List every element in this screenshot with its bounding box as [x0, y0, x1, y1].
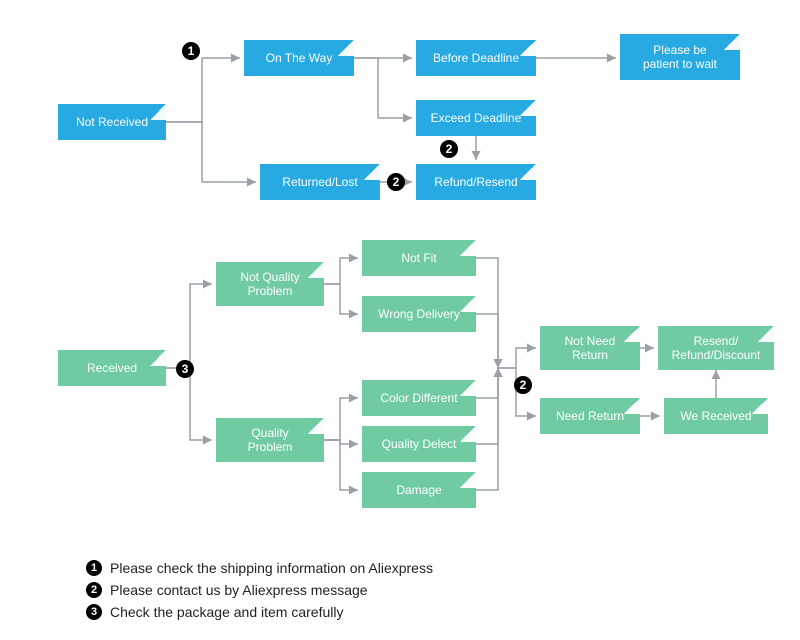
node-please_wait: Please bepatient to wait — [620, 34, 740, 80]
edge-color_diff-bus — [476, 368, 498, 398]
edge-received-not_qp — [166, 284, 212, 368]
node-quality_delect: Quality Delect — [362, 426, 476, 462]
node-need_return: Need Return — [540, 398, 640, 434]
node-wrong_delivery: Wrong Delivery — [362, 296, 476, 332]
node-not_fit: Not Fit — [362, 240, 476, 276]
edge-qp-color_diff — [324, 398, 358, 440]
node-returned_lost: Returned/Lost — [260, 164, 380, 200]
legend-badge-2: 2 — [86, 582, 102, 598]
node-before_deadline: Before Deadline — [416, 40, 536, 76]
edge-wrong_delivery-bus — [476, 314, 498, 368]
legend-text: Please check the shipping information on… — [110, 560, 433, 576]
edge-damage-bus — [476, 368, 498, 490]
legend-badge-3: 3 — [86, 604, 102, 620]
edge-not_received-on_the_way — [166, 58, 240, 122]
edge-not_qp-not_fit — [324, 258, 358, 284]
edge-on_the_way-exceed_deadline — [354, 58, 412, 118]
badge-1: 1 — [182, 42, 200, 60]
node-resend_refund: Resend/Refund/Discount — [658, 326, 774, 370]
node-not_qp: Not QualityProblem — [216, 262, 324, 306]
node-qp: QualityProblem — [216, 418, 324, 462]
node-damage: Damage — [362, 472, 476, 508]
edge-qp-damage — [324, 440, 358, 490]
node-refund_resend: Refund/Resend — [416, 164, 536, 200]
node-exceed_deadline: Exceed Deadline — [416, 100, 536, 136]
legend-item-2: 2 Please contact us by Aliexpress message — [86, 582, 433, 598]
node-color_diff: Color Different — [362, 380, 476, 416]
legend-text: Check the package and item carefully — [110, 604, 343, 620]
node-received: Received — [58, 350, 166, 386]
edge-not_qp-wrong_delivery — [324, 284, 358, 314]
edge-received-qp — [166, 368, 212, 440]
edge-bus-not_need_return — [498, 348, 536, 368]
node-not_received: Not Received — [58, 104, 166, 140]
node-not_need_return: Not NeedReturn — [540, 326, 640, 370]
badge-2: 2 — [387, 173, 405, 191]
legend-item-1: 1 Please check the shipping information o… — [86, 560, 433, 576]
badge-3: 3 — [176, 360, 194, 378]
legend-text: Please contact us by Aliexpress message — [110, 582, 368, 598]
badge-2: 2 — [514, 376, 532, 394]
node-on_the_way: On The Way — [244, 40, 354, 76]
node-we_received: We Received — [664, 398, 768, 434]
edge-not_fit-bus — [476, 258, 498, 368]
legend: 1 Please check the shipping information o… — [86, 560, 433, 626]
edge-qp-quality_delect — [324, 440, 358, 444]
badge-2: 2 — [440, 140, 458, 158]
edge-not_received-returned_lost — [166, 122, 256, 182]
legend-badge-1: 1 — [86, 560, 102, 576]
legend-item-3: 3 Check the package and item carefully — [86, 604, 433, 620]
edge-quality_delect-bus — [476, 368, 498, 444]
